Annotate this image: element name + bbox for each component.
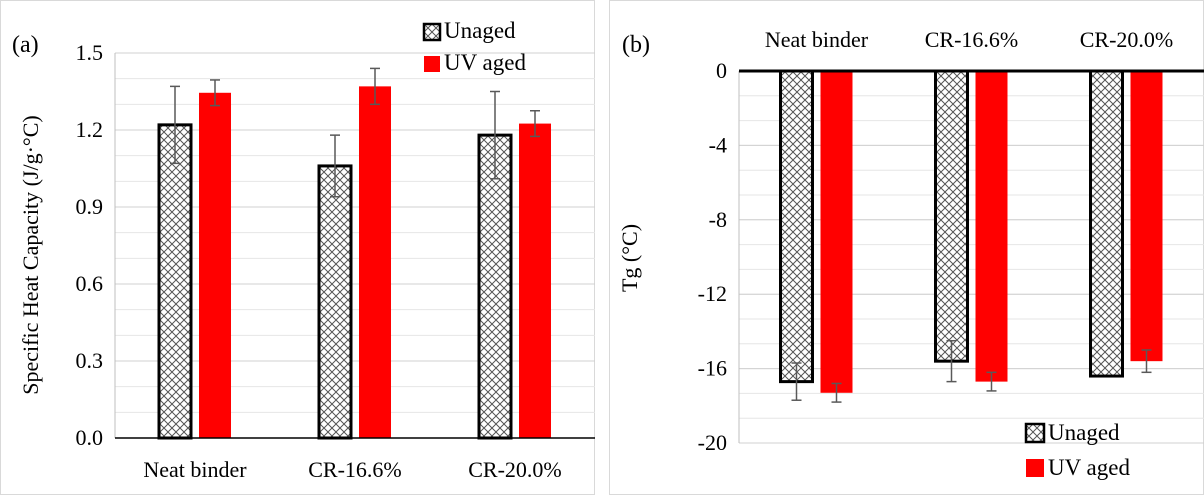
y-tick-label: -12 (698, 281, 727, 306)
bar-uv-aged (199, 92, 231, 439)
bar-uv-aged (1130, 71, 1163, 362)
y-tick-label: -20 (698, 430, 727, 455)
legend-label: UV aged (1048, 455, 1130, 480)
x-tick-label: Neat binder (765, 27, 869, 52)
chart-panel-a: (a) Specific Heat Capacity (J/g·°C) 0.0 0… (0, 0, 595, 495)
bar-uv-aged (820, 71, 853, 393)
x-tick-label: CR-16.6% (308, 457, 402, 482)
y-tick-label: 1.2 (76, 117, 104, 142)
legend-swatch-uv-aged (424, 56, 440, 72)
bar-unaged (934, 69, 969, 363)
chart-b-ylabel: Tg (°C) (617, 224, 642, 292)
y-tick-label: 0.6 (76, 271, 104, 296)
legend-swatch-uv-aged (1026, 459, 1044, 477)
chart-a-svg: (a) Specific Heat Capacity (J/g·°C) 0.0 0… (0, 0, 595, 495)
x-tick-label: CR-20.0% (468, 457, 562, 482)
y-tick-label: 1.5 (76, 40, 104, 65)
bar-unaged (1089, 69, 1124, 378)
legend-swatch-unaged (1024, 422, 1046, 444)
y-tick-label: 0.3 (76, 348, 104, 373)
bar-uv-aged (975, 71, 1008, 382)
y-tick-label: 0.9 (76, 194, 104, 219)
bar-unaged (317, 164, 353, 440)
legend-label: Unaged (444, 18, 516, 43)
bar-uv-aged (519, 123, 551, 438)
chart-panel-b: (b) Tg (°C) 0 -4 -8 -12 -16 -20 Neat binder CR… (609, 0, 1204, 495)
y-tick-label: 0.0 (76, 425, 104, 450)
bar-unaged (779, 69, 814, 384)
chart-a-panel-label: (a) (12, 32, 39, 58)
chart-a-ylabel: Specific Heat Capacity (J/g·°C) (18, 115, 43, 394)
legend-label: Unaged (1048, 420, 1120, 445)
bar-unaged (477, 133, 513, 440)
x-tick-label: CR-16.6% (925, 27, 1019, 52)
y-tick-label: -8 (709, 207, 727, 232)
chart-b-svg: (b) Tg (°C) 0 -4 -8 -12 -16 -20 Neat binder CR… (609, 0, 1204, 495)
bar-uv-aged (359, 86, 391, 438)
bar-unaged (157, 123, 193, 440)
y-tick-label: 0 (716, 58, 727, 83)
chart-b-panel-label: (b) (622, 32, 650, 58)
y-tick-label: -16 (698, 356, 727, 381)
y-tick-label: -4 (709, 132, 727, 157)
legend-swatch-unaged (422, 22, 442, 42)
legend-label: UV aged (444, 50, 526, 75)
x-tick-label: CR-20.0% (1080, 27, 1174, 52)
x-tick-label: Neat binder (143, 457, 247, 482)
